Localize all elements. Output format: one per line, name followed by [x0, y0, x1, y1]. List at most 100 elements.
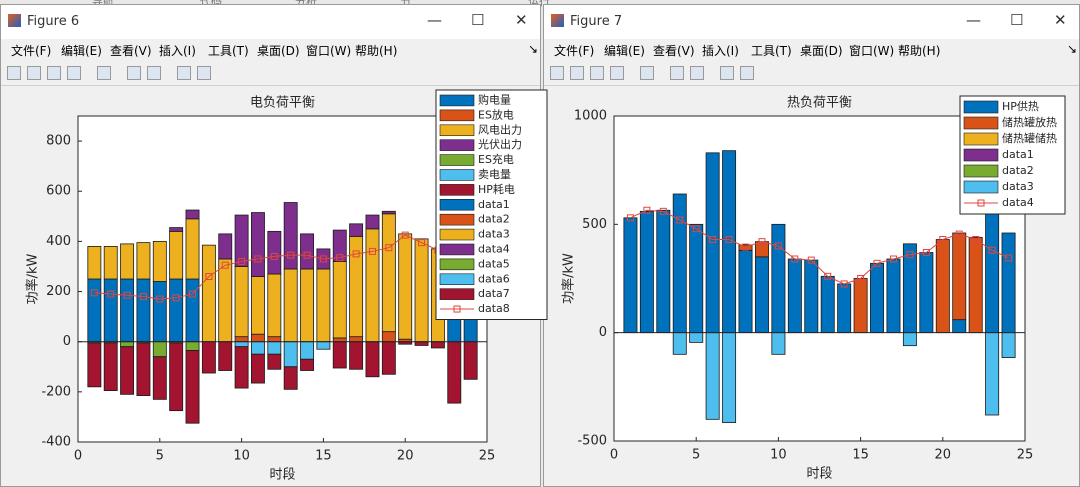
line-marker [139, 293, 147, 301]
bar-segment [332, 229, 347, 262]
tool-button[interactable] [67, 66, 81, 80]
legend-swatch [439, 258, 475, 271]
bar-segment [300, 341, 314, 360]
bar-segment [152, 281, 167, 343]
tool-button[interactable] [610, 66, 624, 80]
bar-segment [365, 214, 380, 230]
legend-label: 购电量 [478, 92, 511, 106]
bar-segment [234, 214, 249, 267]
tool-button[interactable] [127, 66, 141, 80]
window-button[interactable]: ✕ [1054, 11, 1067, 29]
legend-label: data4 [478, 242, 510, 255]
bar-segment [136, 242, 151, 280]
menu-item[interactable]: 帮助(H) [355, 44, 398, 58]
bar-segment [152, 356, 167, 400]
line-marker [401, 231, 409, 239]
bar-segment [623, 217, 638, 334]
bar-segment [251, 212, 265, 277]
window-button[interactable]: — [427, 11, 442, 29]
bar-segment [234, 341, 249, 348]
legend-label: data7 [478, 287, 510, 300]
window-button[interactable]: ☐ [471, 11, 485, 29]
legend-label: 风电出力 [478, 122, 522, 136]
legend-label: 储热罐放热 [1002, 115, 1057, 129]
tool-button[interactable] [590, 66, 604, 80]
bar-segment [120, 278, 135, 343]
x-axis-label: 时段 [269, 468, 295, 483]
bar-segment [201, 341, 216, 374]
bar-segment [152, 240, 167, 282]
tool-button[interactable] [27, 66, 41, 80]
line-marker [352, 250, 360, 258]
legend-label: 卖电量 [478, 168, 511, 181]
legend-label: data2 [1002, 164, 1034, 177]
legend-swatch [963, 132, 999, 146]
x-tick-label: 5 [692, 448, 700, 463]
line-marker [221, 261, 229, 269]
bar-segment [985, 200, 1000, 334]
line-marker [336, 254, 344, 262]
menu-item[interactable]: 工具(T) [208, 44, 249, 58]
y-tick-label: 0 [599, 325, 607, 340]
bar-segment [463, 341, 478, 380]
tool-button[interactable] [147, 66, 161, 80]
tool-button[interactable] [570, 66, 584, 80]
tool-button[interactable] [97, 66, 111, 80]
tool-button[interactable] [47, 66, 61, 80]
legend-label: data6 [478, 272, 510, 285]
bar-segment [689, 332, 704, 343]
bar-segment [705, 332, 720, 420]
window-title: Figure 7 [570, 14, 623, 29]
window-button[interactable]: ☐ [1010, 11, 1024, 29]
x-tick-label: 0 [74, 449, 82, 464]
tool-button[interactable] [670, 66, 684, 80]
menu-item[interactable]: 插入(I) [702, 44, 739, 58]
bar-segment [738, 249, 753, 334]
tool-button[interactable] [7, 66, 21, 80]
menu-item[interactable]: 查看(V) [653, 44, 695, 58]
menu-item[interactable]: 桌面(D) [257, 44, 300, 58]
x-axis-label: 时段 [806, 467, 832, 482]
bar-segment [332, 341, 347, 369]
menu-item[interactable]: 插入(I) [159, 44, 196, 58]
bar-segment [169, 342, 184, 412]
legend-swatch [439, 184, 475, 196]
tool-button[interactable] [640, 66, 654, 80]
tool-button[interactable] [550, 66, 564, 80]
menu-item[interactable]: 帮助(H) [898, 44, 941, 58]
menu-item[interactable]: 窗口(W) [849, 44, 895, 58]
menu-item[interactable]: 窗口(W) [306, 44, 352, 58]
chart-title: 热负荷平衡 [787, 96, 852, 111]
bar-segment [300, 268, 314, 343]
window-button[interactable]: — [966, 11, 981, 29]
tool-button[interactable] [197, 66, 211, 80]
window-button[interactable]: ✕ [515, 11, 528, 29]
window-title: Figure 6 [27, 14, 80, 29]
line-marker [418, 239, 426, 247]
tool-button[interactable] [740, 66, 754, 80]
x-tick-label: 10 [233, 449, 250, 464]
menu-item[interactable]: 文件(F) [554, 44, 595, 58]
bar-segment [185, 341, 200, 351]
app-icon [551, 14, 564, 27]
x-tick-label: 0 [610, 448, 618, 463]
menu-item[interactable]: 文件(F) [11, 44, 52, 58]
menu-item[interactable]: 编辑(E) [61, 44, 102, 58]
menu-item[interactable]: 工具(T) [751, 44, 792, 58]
legend-label: HP耗电 [478, 183, 515, 196]
menu-item[interactable]: 编辑(E) [604, 44, 645, 58]
bar-segment [381, 341, 396, 375]
x-tick-label: 10 [770, 448, 787, 463]
tool-button[interactable] [720, 66, 734, 80]
tool-button[interactable] [690, 66, 704, 80]
bar-segment [820, 275, 835, 334]
legend-label: ES充电 [478, 152, 514, 166]
line-marker [939, 236, 947, 243]
line-marker [906, 251, 914, 259]
menu-item[interactable]: 查看(V) [110, 44, 152, 58]
bar-segment [120, 243, 135, 280]
menu-item[interactable]: 桌面(D) [800, 44, 843, 58]
tool-button[interactable] [177, 66, 191, 80]
bar-segment [103, 245, 118, 280]
